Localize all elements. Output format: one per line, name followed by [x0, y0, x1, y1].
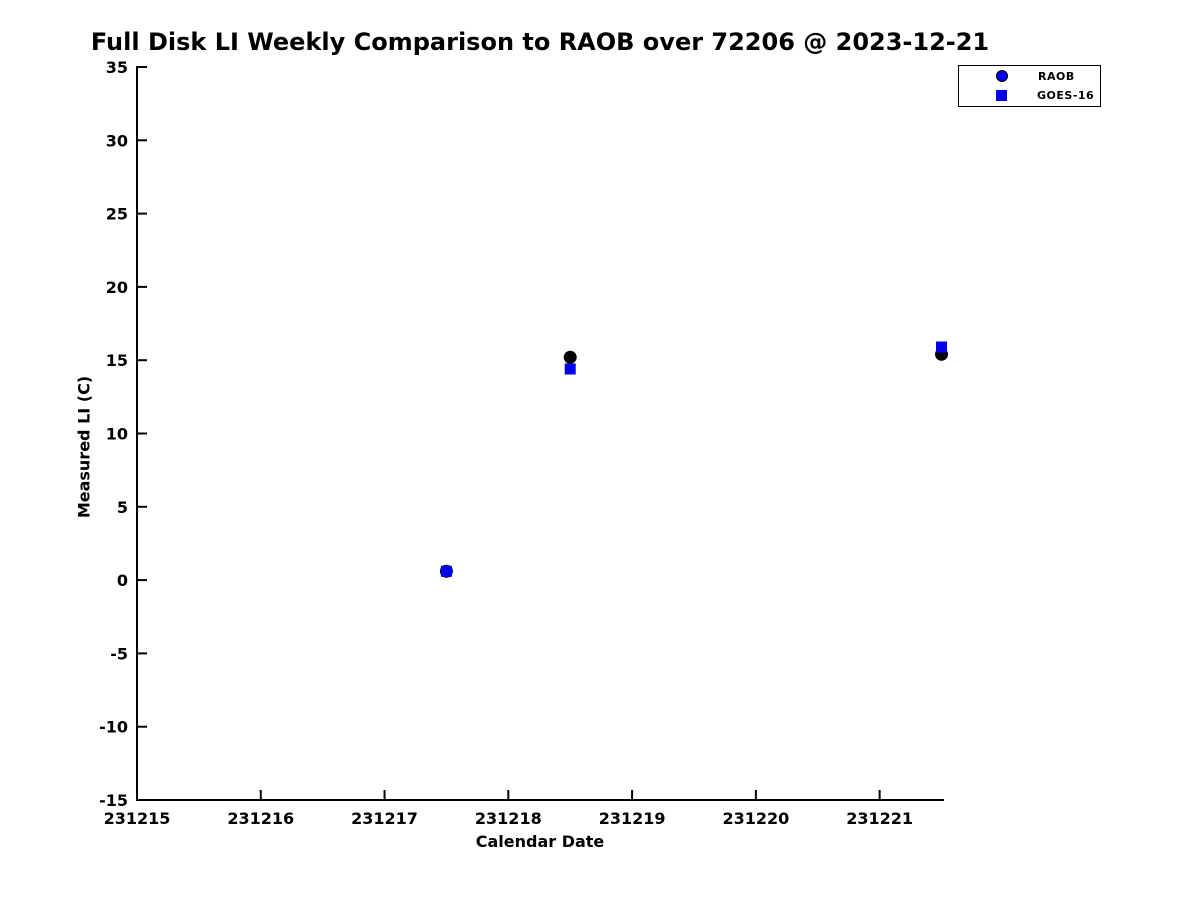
- y-tick-label: -10: [99, 718, 128, 737]
- y-tick-label: 15: [106, 351, 128, 370]
- x-tick-label: 231215: [104, 809, 171, 828]
- y-axis-label: Measured LI (C): [74, 375, 94, 519]
- x-tick-label: 231216: [227, 809, 294, 828]
- y-tick-label: 0: [117, 571, 128, 590]
- x-tick-label: 231220: [722, 809, 789, 828]
- y-tick-label: -15: [99, 791, 128, 810]
- y-tick-label: 20: [106, 278, 128, 297]
- y-tick-label: 25: [106, 205, 128, 224]
- data-point-raob: [563, 350, 577, 364]
- y-tick-label: 5: [117, 498, 128, 517]
- y-tick-label: 10: [106, 425, 128, 444]
- legend-label-goes16: GOES-16: [1037, 89, 1095, 103]
- legend: RAOB GOES-16: [958, 65, 1101, 107]
- x-tick-label: 231219: [599, 809, 666, 828]
- legend-item-raob: RAOB: [959, 67, 1100, 85]
- legend-item-goes16: GOES-16: [959, 87, 1100, 105]
- raob-circle-marker-icon: [996, 70, 1008, 83]
- x-axis-label: Calendar Date: [475, 832, 605, 851]
- data-point-goes-16: [936, 341, 948, 353]
- y-tick-label: 35: [106, 58, 128, 77]
- data-point-goes-16: [440, 565, 452, 577]
- legend-label-raob: RAOB: [1038, 69, 1075, 83]
- x-tick-label: 231217: [351, 809, 418, 828]
- goes16-square-marker-icon: [996, 90, 1007, 102]
- x-tick-label: 231218: [475, 809, 542, 828]
- chart-title: Full Disk LI Weekly Comparison to RAOB o…: [90, 28, 990, 56]
- y-tick-label: 30: [106, 131, 128, 150]
- x-tick-label: 231221: [846, 809, 913, 828]
- data-point-goes-16: [564, 363, 576, 375]
- y-tick-label: -5: [110, 644, 128, 663]
